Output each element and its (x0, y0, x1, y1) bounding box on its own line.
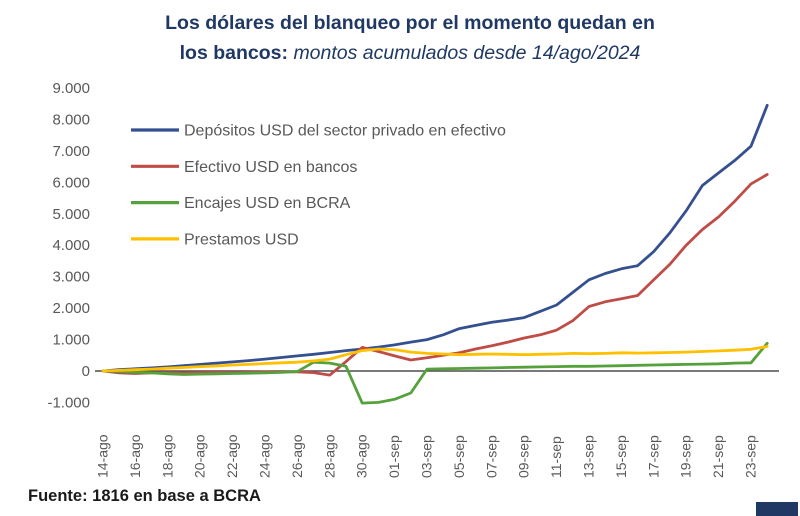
y-axis-tick-label: -1.000 (47, 394, 90, 411)
x-axis-tick-label: 14-ago (94, 434, 110, 478)
chart-title-line1: Los dólares del blanqueo por el momento … (60, 8, 760, 38)
x-axis-tick-label: 30-ago (354, 434, 370, 478)
x-axis-tick-label: 07-sep (483, 435, 499, 478)
chart-title-line1-text: Los dólares del blanqueo por el momento … (165, 12, 655, 34)
x-axis-tick-label: 11-sep (548, 436, 564, 478)
x-axis-tick-label: 05-sep (451, 435, 467, 478)
x-axis-tick-label: 22-ago (224, 434, 240, 478)
y-axis-tick-label: 5.000 (52, 206, 90, 223)
y-axis-tick-label: 3.000 (52, 269, 90, 286)
x-axis-tick-label: 17-sep (645, 435, 661, 478)
y-axis-tick-label: 0 (82, 363, 90, 380)
legend-label-prestamos-usd: Prestamos USD (184, 231, 299, 248)
y-axis-tick-label: 4.000 (52, 237, 90, 254)
x-axis-tick-label: 19-sep (678, 435, 694, 478)
x-axis-tick-label: 01-sep (386, 435, 402, 478)
series-line-depositos-usd-sector-privado (101, 103, 769, 373)
legend-label-encajes-usd-bcra: Encajes USD en BCRA (184, 195, 351, 212)
chart-title-line2-bold: los bancos (179, 42, 282, 65)
x-axis-tick-label: 26-ago (289, 434, 305, 478)
y-axis-tick-label: 8.000 (52, 111, 90, 128)
x-axis-tick-label: 18-ago (159, 434, 175, 478)
y-axis-tick-label: 9.000 (52, 80, 90, 97)
chart-title-line2-subtitle: montos acumulados desde 14/ago/2024 (293, 42, 641, 65)
source-note: Fuente: 1816 en base a BCRA (28, 487, 261, 505)
x-axis-tick-label: 13-sep (580, 435, 596, 478)
chart-title: Los dólares del blanqueo por el momento … (60, 8, 760, 68)
x-axis-tick-label: 24-ago (256, 434, 272, 478)
y-axis-tick-label: 7.000 (52, 143, 90, 160)
series-line-efectivo-usd-bancos (101, 173, 769, 377)
series-line-prestamos-usd (101, 345, 769, 373)
y-axis-tick-label: 1.000 (52, 332, 90, 349)
x-axis-tick-label: 21-sep (710, 435, 726, 478)
x-axis-tick-label: 15-sep (613, 435, 629, 478)
y-axis-tick-label: 6.000 (52, 174, 90, 191)
x-axis-tick-label: 20-ago (192, 434, 208, 478)
legend-label-efectivo-usd-bancos: Efectivo USD en bancos (184, 159, 357, 176)
x-axis-tick-label: 09-sep (516, 435, 532, 478)
series-line-encajes-usd-bcra (101, 341, 769, 405)
x-axis-tick-label: 03-sep (418, 435, 434, 478)
y-axis-tick-label: 2.000 (52, 300, 90, 317)
x-axis-tick-label: 23-sep (742, 435, 758, 478)
chart-title-line2-separator: : (281, 42, 294, 65)
corner-brand-box (756, 502, 798, 516)
x-axis-tick-label: 16-ago (127, 434, 143, 478)
legend-label-depositos-usd-sector-privado: Depósitos USD del sector privado en efec… (184, 123, 506, 140)
x-axis-tick-label: 28-ago (321, 434, 337, 478)
chart-title-line2: los bancos: montos acumulados desde 14/a… (60, 38, 760, 68)
